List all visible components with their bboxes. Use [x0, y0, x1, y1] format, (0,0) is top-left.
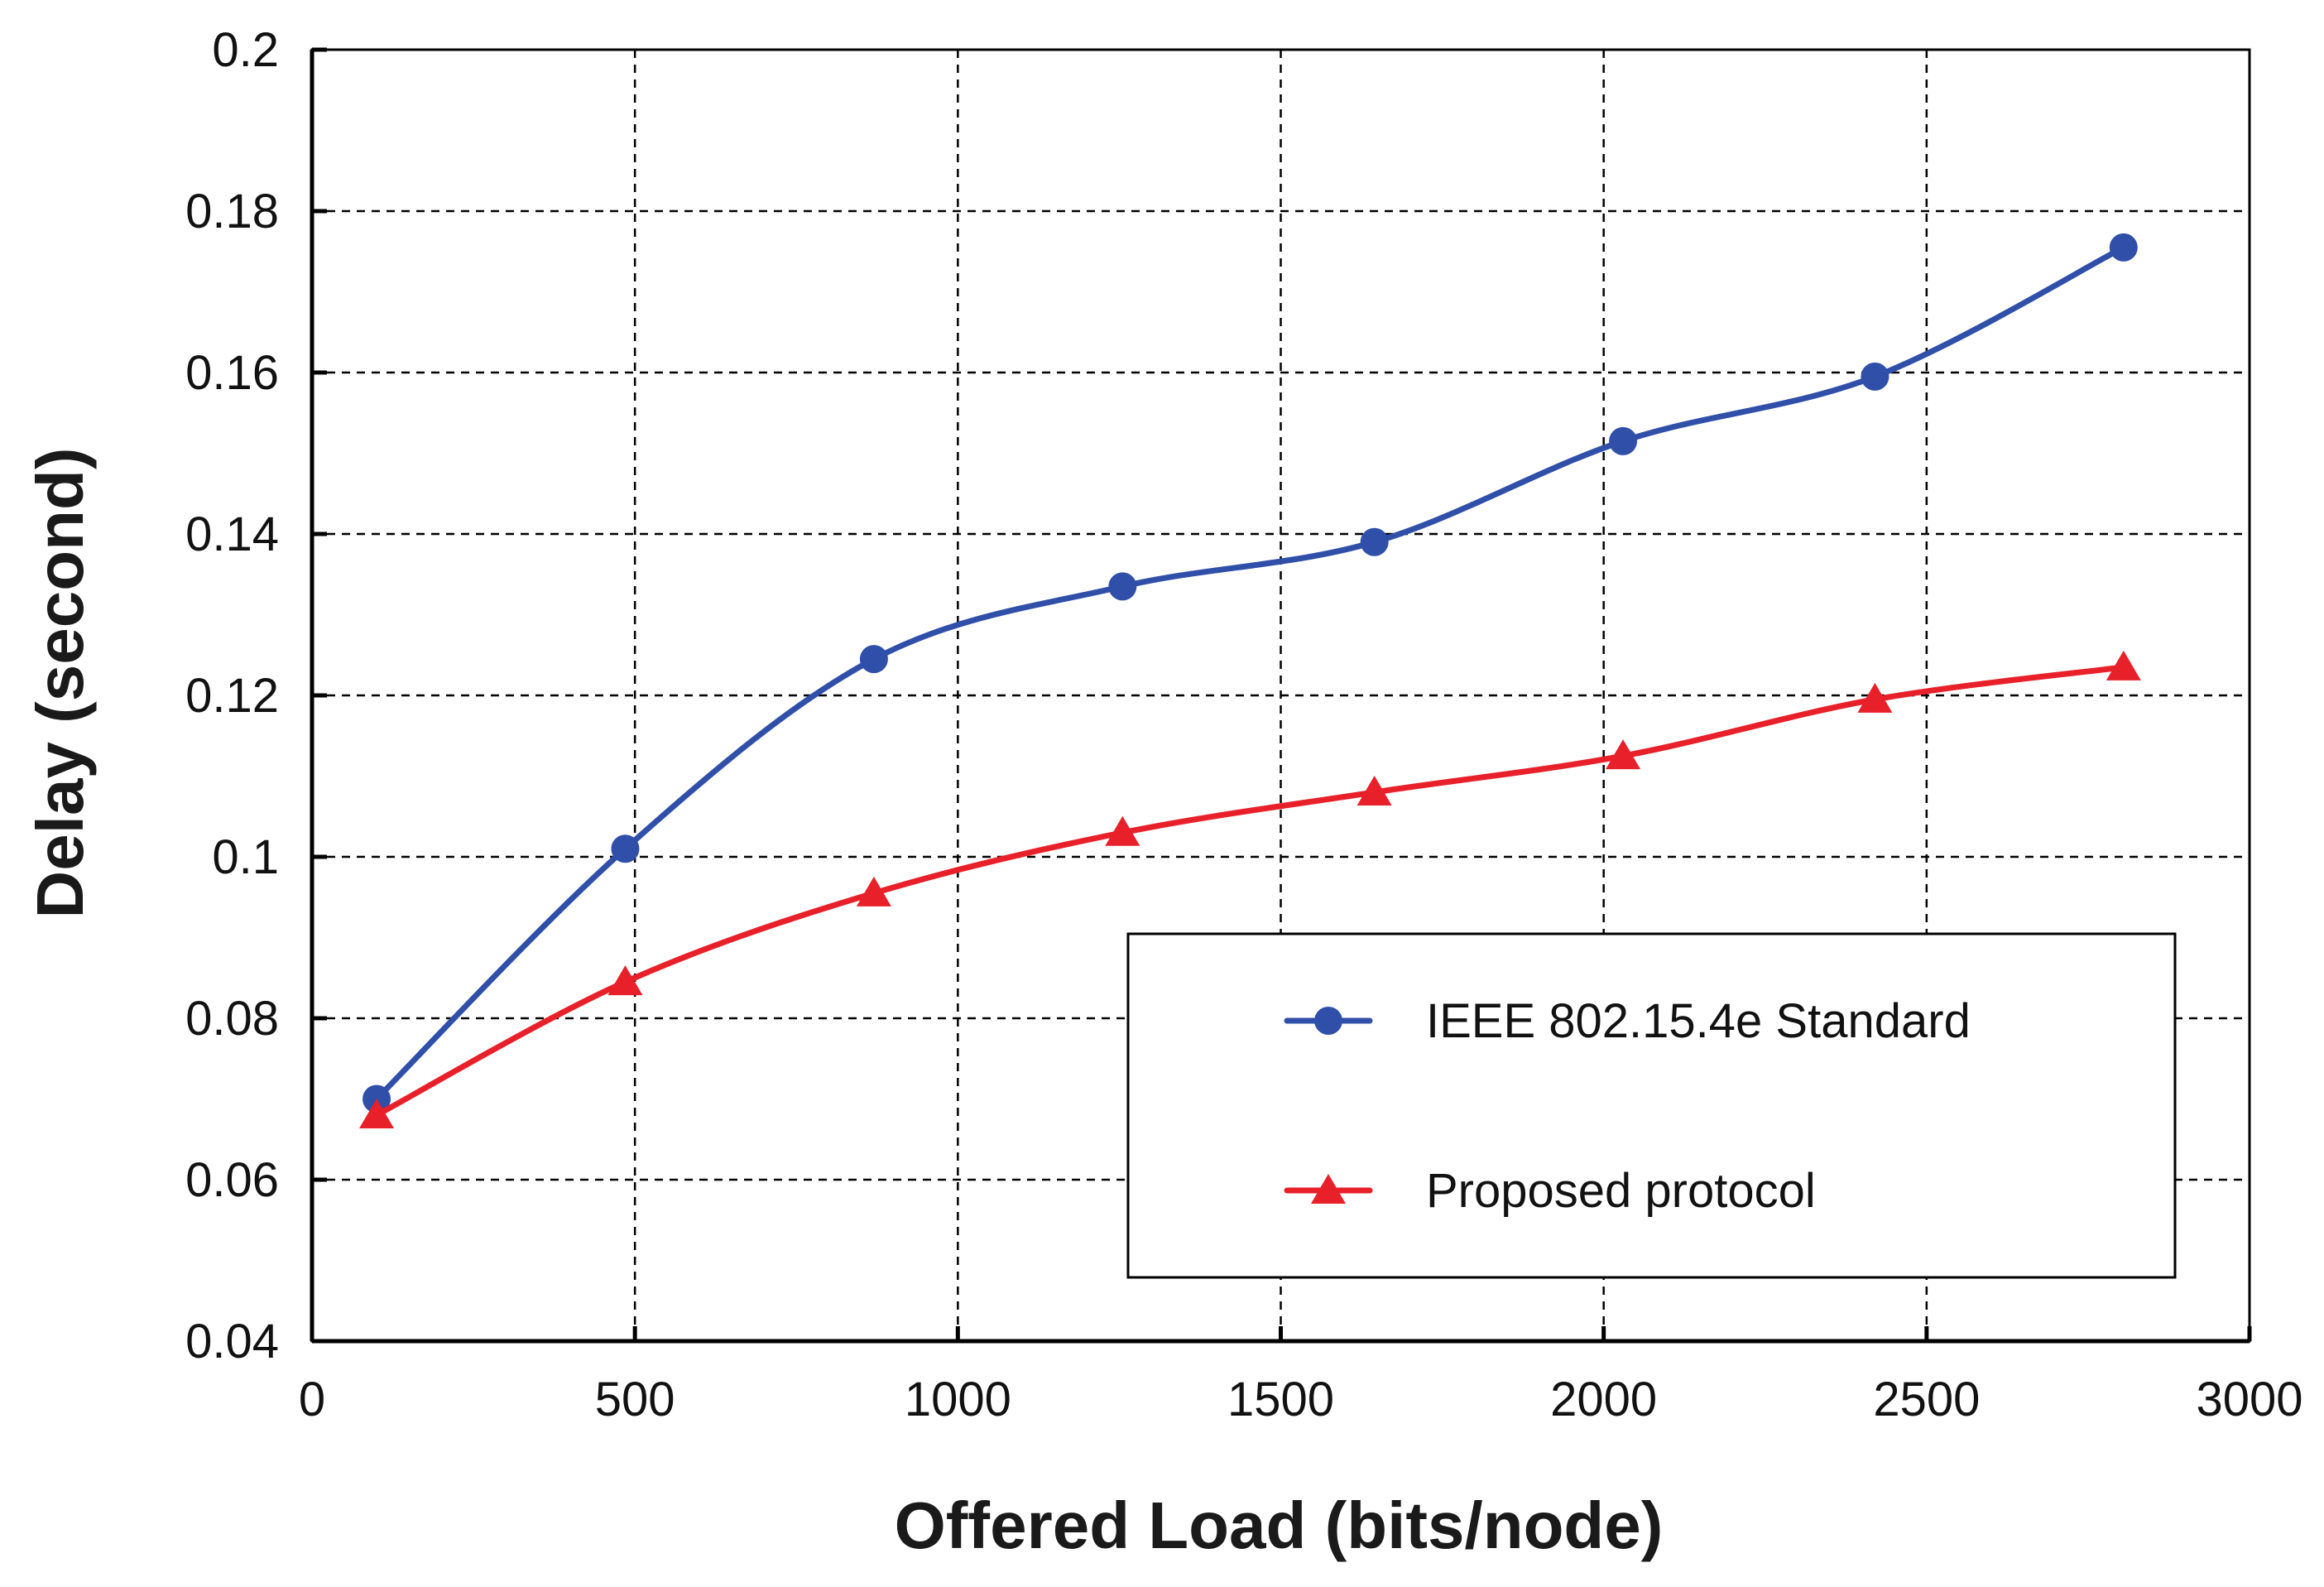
data-point-circle: [859, 645, 888, 674]
y-axis-title: Delay (second): [23, 447, 97, 918]
data-point-triangle: [2106, 650, 2141, 680]
tick-label-layer: 0 500 1000 1500 2000 2500 3000 0.04 0.06 0.08 0.1 0…: [185, 23, 2302, 1426]
axes-layer: [310, 47, 2252, 1344]
x-tick-label: 1000: [905, 1373, 1011, 1426]
y-tick-label: 0.06: [185, 1153, 279, 1207]
y-tick-label: 0.18: [185, 185, 279, 238]
series-proposed-protocol: [359, 650, 2141, 1128]
y-tick-label: 0.08: [185, 992, 279, 1046]
legend-entry: IEEE 802.15.4e Standard: [1284, 994, 1971, 1048]
data-point-circle: [1609, 426, 1638, 455]
series-layer: [359, 233, 2141, 1128]
data-point-triangle: [856, 876, 891, 907]
data-point-circle: [1861, 362, 1889, 391]
x-tick-label: 1500: [1227, 1373, 1334, 1426]
series-ieee-802-15-4e-standard: [363, 233, 2138, 1113]
data-point-triangle: [359, 1099, 395, 1128]
data-point-triangle: [1105, 815, 1140, 846]
legend-label: Proposed protocol: [1426, 1164, 1816, 1218]
x-tick-label: 500: [595, 1373, 675, 1426]
x-axis-title: Offered Load (bits/node): [895, 1488, 1664, 1562]
data-point-triangle: [607, 965, 643, 996]
y-tick-label: 0.04: [185, 1315, 279, 1368]
y-tick-label: 0.1: [212, 830, 279, 884]
data-point-circle: [1108, 572, 1137, 601]
x-tick-label: 0: [299, 1373, 325, 1426]
y-tick-label: 0.14: [185, 507, 279, 561]
data-point-circle: [2109, 233, 2138, 262]
legend: IEEE 802.15.4e Standard Proposed protocol: [1126, 932, 2177, 1279]
series-line: [373, 664, 2127, 1118]
data-point-triangle: [1857, 682, 1893, 713]
data-point-circle: [611, 834, 640, 863]
x-tick-label: 2000: [1550, 1373, 1657, 1426]
data-point-triangle: [1356, 776, 1392, 806]
y-tick-label: 0.16: [185, 346, 279, 400]
legend-marker-triangle: [1311, 1174, 1346, 1204]
data-point-circle: [1360, 527, 1389, 556]
legend-label: IEEE 802.15.4e Standard: [1426, 994, 1971, 1048]
legend-marker-circle: [1314, 1007, 1342, 1035]
x-tick-label: 3000: [2196, 1373, 2302, 1426]
x-tick-label: 2500: [1873, 1373, 1980, 1426]
legend-box: [1126, 932, 2177, 1279]
data-point-triangle: [1606, 739, 1641, 770]
legend-entry: Proposed protocol: [1284, 1164, 1816, 1218]
y-tick-label: 0.12: [185, 669, 279, 723]
y-tick-label: 0.2: [212, 23, 279, 77]
